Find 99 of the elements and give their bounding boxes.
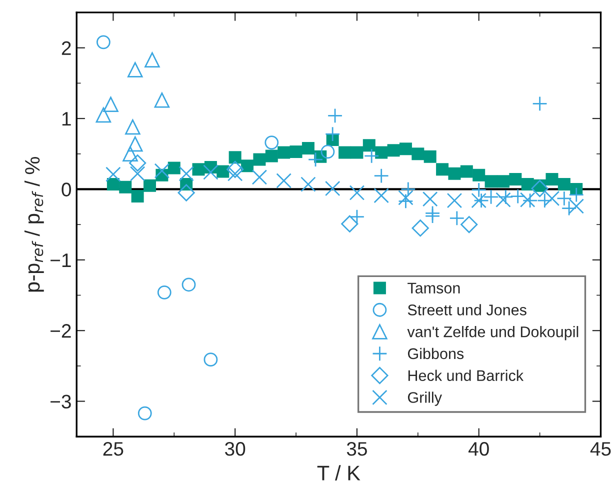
x-tick-label: 25 bbox=[103, 442, 124, 456]
point bbox=[125, 119, 140, 135]
point bbox=[168, 162, 180, 174]
point bbox=[448, 167, 461, 180]
point bbox=[471, 182, 486, 198]
point bbox=[96, 107, 112, 123]
y-tick-label: 2 bbox=[62, 41, 71, 55]
point bbox=[338, 146, 352, 159]
point bbox=[154, 163, 170, 178]
point bbox=[436, 163, 449, 176]
point bbox=[144, 179, 156, 192]
point bbox=[537, 192, 552, 208]
point bbox=[131, 190, 144, 203]
x-tick-label: 35 bbox=[346, 442, 367, 456]
point bbox=[422, 191, 438, 207]
point bbox=[178, 184, 195, 202]
point bbox=[496, 192, 511, 208]
y-axis-title: p-p$_{ref}$ / p$_{ref}$ / % bbox=[24, 157, 44, 292]
point bbox=[106, 178, 120, 191]
point bbox=[253, 153, 266, 166]
point bbox=[302, 142, 314, 154]
legend-label: Tamson bbox=[408, 282, 460, 294]
point bbox=[320, 144, 335, 159]
point bbox=[127, 136, 143, 152]
point bbox=[103, 96, 118, 112]
point bbox=[412, 220, 429, 237]
point bbox=[568, 198, 584, 214]
point bbox=[144, 52, 160, 68]
y-tick-label: −1 bbox=[50, 254, 71, 267]
x-tick-label: 40 bbox=[468, 442, 489, 456]
point bbox=[472, 168, 486, 182]
point bbox=[412, 148, 424, 160]
point bbox=[349, 185, 365, 200]
point bbox=[496, 175, 510, 188]
point bbox=[364, 148, 380, 164]
point bbox=[278, 146, 290, 159]
point bbox=[192, 163, 205, 176]
point bbox=[521, 178, 534, 191]
legend-label: Heck und Barrick bbox=[408, 370, 524, 382]
point bbox=[182, 278, 196, 292]
point bbox=[106, 166, 121, 182]
point bbox=[362, 139, 376, 152]
point bbox=[374, 188, 389, 204]
point bbox=[203, 164, 218, 180]
point bbox=[226, 160, 244, 178]
point bbox=[154, 92, 170, 108]
y-tick-label: 0 bbox=[62, 182, 72, 196]
point bbox=[449, 210, 465, 226]
point bbox=[446, 192, 462, 208]
point bbox=[375, 146, 388, 159]
x-tick-label: 45 bbox=[590, 442, 611, 456]
point bbox=[509, 173, 522, 186]
point bbox=[216, 165, 230, 178]
point bbox=[157, 285, 172, 300]
point bbox=[324, 180, 340, 196]
point bbox=[130, 166, 146, 182]
point bbox=[276, 173, 292, 188]
point bbox=[531, 180, 548, 198]
point bbox=[460, 165, 473, 178]
point bbox=[398, 190, 414, 206]
point bbox=[228, 151, 242, 164]
point bbox=[350, 146, 364, 159]
point bbox=[324, 126, 340, 142]
point bbox=[252, 170, 268, 185]
point bbox=[204, 352, 218, 367]
point bbox=[227, 166, 243, 182]
y-tick-label: −3 bbox=[50, 394, 71, 409]
point bbox=[341, 215, 358, 232]
legend-label: van't Zelfde und Dokoupil bbox=[407, 326, 578, 340]
point bbox=[308, 152, 324, 168]
point bbox=[483, 189, 499, 205]
point bbox=[264, 136, 279, 150]
point bbox=[484, 175, 498, 188]
legend-label: Streett und Jones bbox=[408, 304, 526, 316]
point bbox=[387, 144, 400, 157]
point bbox=[265, 150, 278, 162]
point bbox=[122, 146, 138, 162]
point bbox=[399, 142, 412, 156]
point bbox=[558, 178, 570, 191]
legend-label: Grilly bbox=[408, 392, 442, 406]
point bbox=[290, 145, 302, 158]
point bbox=[556, 190, 572, 206]
point bbox=[178, 166, 194, 182]
legend-label: Gibbons bbox=[408, 348, 464, 360]
y-tick-label: −2 bbox=[50, 324, 71, 338]
point bbox=[96, 35, 110, 50]
point bbox=[546, 173, 558, 186]
point bbox=[544, 190, 560, 206]
x-axis-title: T / K bbox=[317, 465, 360, 480]
y-tick-label: 1 bbox=[62, 112, 71, 126]
point bbox=[300, 176, 316, 192]
point bbox=[460, 216, 478, 234]
point bbox=[119, 180, 132, 194]
point bbox=[424, 150, 436, 163]
point bbox=[129, 154, 146, 172]
x-tick-label: 30 bbox=[225, 442, 246, 456]
point bbox=[241, 160, 254, 172]
point bbox=[138, 406, 152, 420]
point bbox=[127, 62, 143, 78]
